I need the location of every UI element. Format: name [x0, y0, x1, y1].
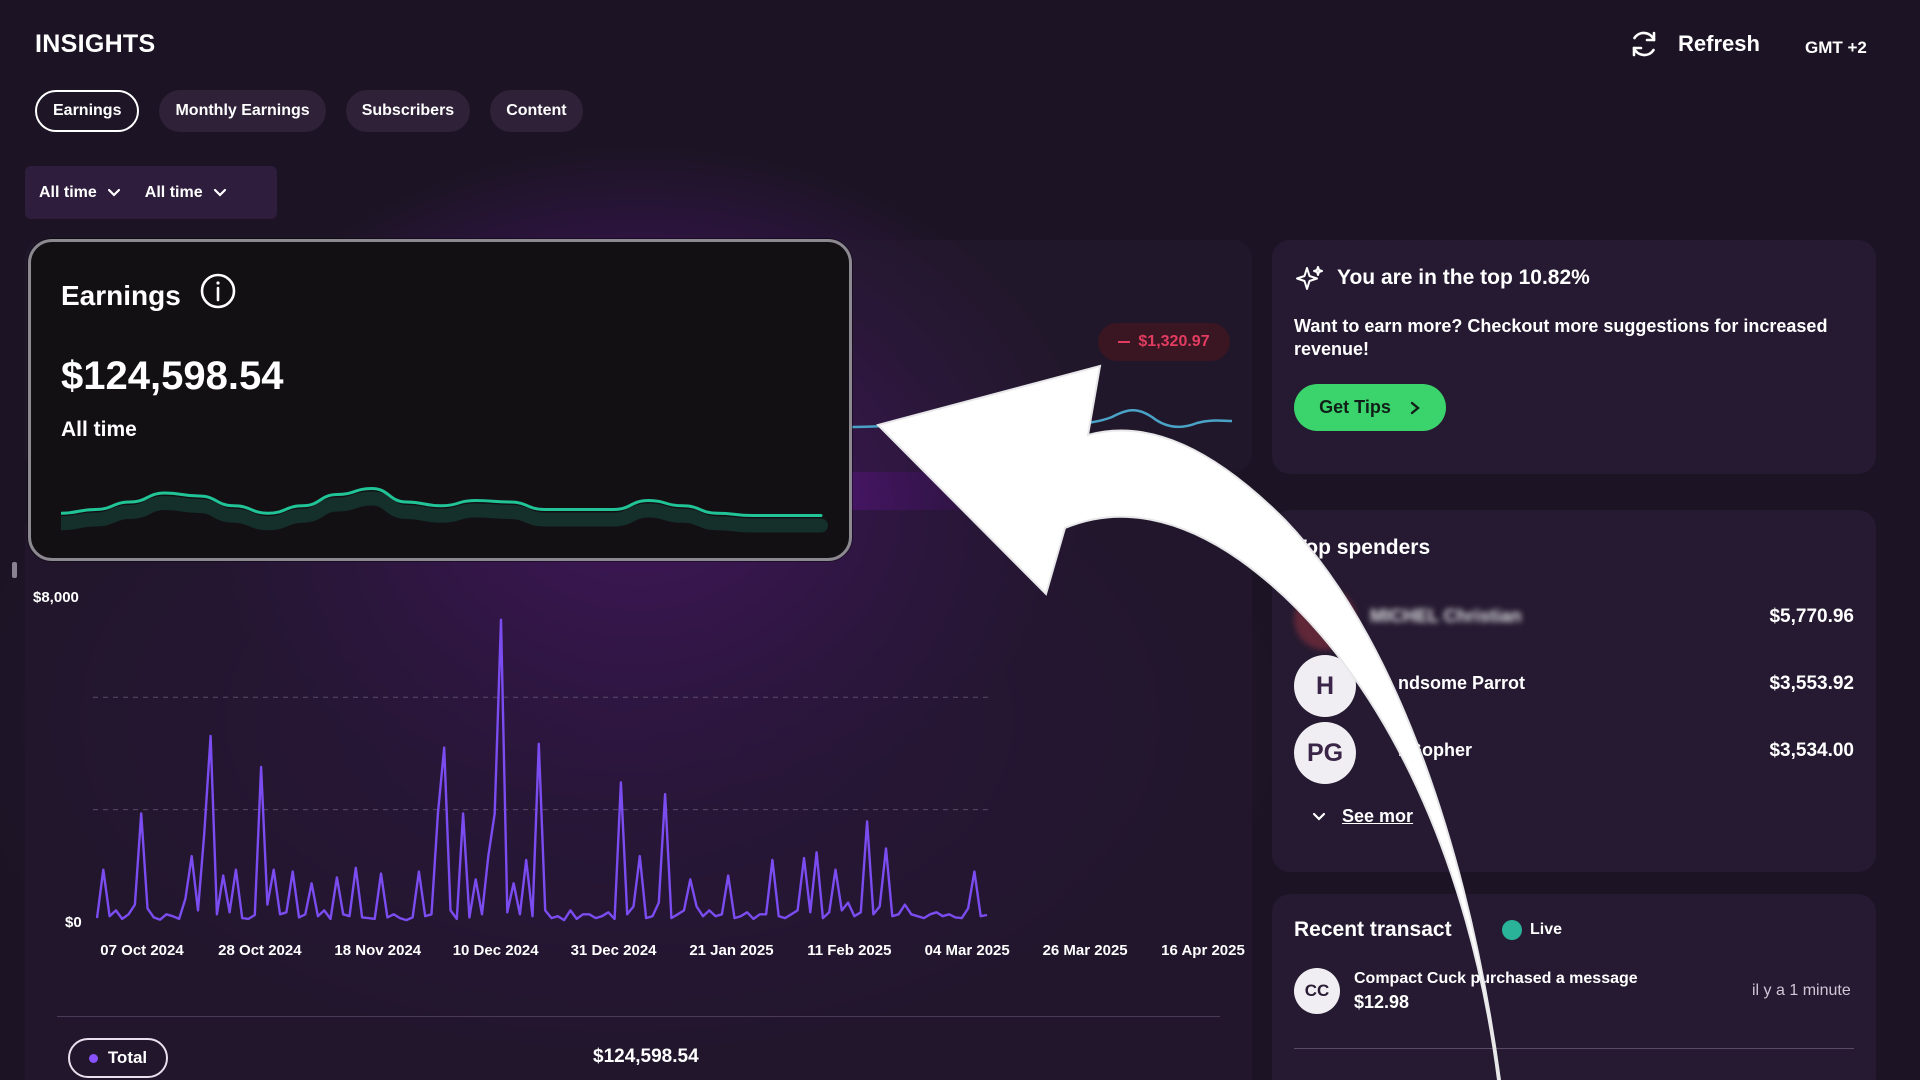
spender-amount: $5,770.96 — [1769, 606, 1854, 627]
minus-icon — [1118, 341, 1131, 343]
series-legend-total[interactable]: Total — [68, 1038, 168, 1078]
spender-amount: $3,534.00 — [1769, 740, 1854, 761]
see-more-link[interactable]: See mor — [1312, 806, 1413, 827]
period-filters: All time All time — [25, 166, 277, 219]
insights-tabs: Earnings Monthly Earnings Subscribers Co… — [35, 90, 583, 132]
timezone-label: GMT +2 — [1805, 38, 1867, 57]
x-tick-label: 18 Nov 2024 — [334, 942, 421, 959]
refresh-button[interactable]: Refresh — [1628, 28, 1760, 60]
x-tick-label: 04 Mar 2025 — [925, 942, 1010, 959]
get-tips-label: Get Tips — [1319, 397, 1391, 417]
spender-name: ndsome Parrot — [1398, 673, 1526, 693]
earnings-card-title: Earnings — [61, 280, 181, 311]
spender-amount: $3,553.92 — [1769, 673, 1854, 694]
x-tick-label: 16 Apr 2025 — [1161, 942, 1245, 959]
earnings-total-value: $124,598.54 — [61, 354, 284, 398]
top-spenders-title: Top spenders — [1294, 536, 1431, 559]
tips-body: Want to earn more? Checkout more suggest… — [1294, 316, 1828, 359]
chevron-down-icon — [213, 188, 226, 197]
top-spenders-card: Top spenders MICHEL Christian $5,770.96 … — [1272, 510, 1876, 872]
x-tick-label: 26 Mar 2025 — [1043, 942, 1128, 959]
transaction-amount: $12.98 — [1354, 992, 1410, 1012]
spender-row[interactable]: H ndsome Parrot $3,553.92 — [1294, 655, 1854, 717]
period-select-1-label: All time — [39, 183, 97, 201]
avatar — [1294, 588, 1356, 650]
earnings-sparkline — [61, 486, 828, 533]
recent-transactions-title: Recent transact — [1294, 918, 1452, 941]
x-tick-label: 21 Jan 2025 — [689, 942, 773, 959]
x-tick-label: 11 Feb 2025 — [807, 942, 891, 959]
x-tick-label: 31 Dec 2024 — [571, 942, 658, 959]
total-value: $124,598.54 — [593, 1046, 699, 1067]
avatar: PG — [1294, 722, 1356, 784]
series-legend-label: Total — [107, 1048, 148, 1067]
refresh-label: Refresh — [1678, 31, 1760, 56]
spender-name: l Gopher — [1398, 740, 1473, 760]
tab-subscribers[interactable]: Subscribers — [345, 90, 471, 132]
period-select-2[interactable]: All time — [145, 184, 227, 202]
divider — [57, 1016, 1220, 1017]
chevron-down-icon — [107, 188, 120, 197]
divider — [1294, 1048, 1854, 1049]
live-indicator: Live — [1502, 920, 1562, 940]
chevron-right-icon — [1410, 401, 1420, 414]
tab-content[interactable]: Content — [490, 90, 583, 132]
spender-row[interactable]: PG l Gopher $3,534.00 — [1294, 722, 1854, 784]
earnings-card[interactable]: Earnings $124,598.54 All time — [28, 239, 852, 561]
tips-title: You are in the top 10.82% — [1337, 266, 1590, 289]
x-axis-ticks: 07 Oct 2024 28 Oct 2024 18 Nov 2024 10 Dec … — [100, 942, 1245, 959]
spender-row[interactable]: MICHEL Christian $5,770.96 — [1294, 588, 1854, 650]
see-more-label: See mor — [1342, 806, 1414, 826]
info-icon[interactable] — [199, 272, 237, 310]
scrollbar-handle[interactable] — [12, 562, 17, 578]
recent-transactions-card: Recent transact Live CC Compact Cuck pur… — [1272, 894, 1876, 1080]
earnings-series-line — [95, 618, 988, 922]
page-title: INSIGHTS — [35, 30, 156, 58]
x-tick-label: 10 Dec 2024 — [453, 942, 540, 959]
sparkline-glow — [61, 491, 828, 533]
sparkle-icon — [1296, 266, 1323, 290]
earnings-delta-badge: $1,320.97 — [1098, 323, 1230, 361]
period-select-2-label: All time — [144, 183, 203, 201]
period-select-1[interactable]: All time — [39, 184, 121, 202]
avatar: CC — [1294, 968, 1340, 1014]
tips-card: You are in the top 10.82% Want to earn m… — [1272, 240, 1876, 474]
earnings-period-label: All time — [61, 418, 137, 441]
tab-monthly-earnings[interactable]: Monthly Earnings — [159, 90, 326, 132]
mini-sparkline — [852, 409, 1232, 430]
live-label: Live — [1530, 921, 1563, 938]
avatar: H — [1294, 655, 1356, 717]
transaction-description: Compact Cuck purchased a message — [1354, 970, 1638, 987]
tab-earnings[interactable]: Earnings — [35, 90, 140, 132]
live-dot-icon — [1502, 920, 1522, 940]
series-color-dot — [88, 1053, 98, 1063]
transaction-time: il y a 1 minute — [1752, 982, 1851, 999]
y-tick-label: $8,000 — [33, 589, 79, 606]
earnings-line-chart: $8,000 $0 07 Oct 2024 28 Oct 2024 18 Nov 2… — [33, 589, 1245, 959]
x-tick-label: 28 Oct 2024 — [218, 942, 302, 959]
get-tips-button[interactable]: Get Tips — [1294, 384, 1446, 431]
x-tick-label: 07 Oct 2024 — [100, 942, 184, 959]
chevron-down-icon — [1312, 812, 1326, 821]
earnings-delta-value: $1,320.97 — [1138, 333, 1210, 350]
sparkline-line — [61, 486, 823, 517]
refresh-icon — [1632, 31, 1656, 57]
y-tick-label: $0 — [65, 914, 82, 931]
spender-name: MICHEL Christian — [1370, 606, 1522, 626]
